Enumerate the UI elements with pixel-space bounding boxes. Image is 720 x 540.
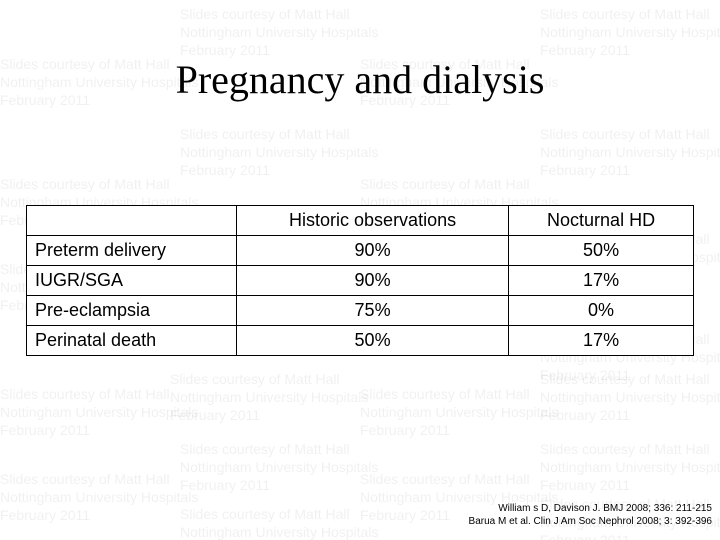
- table-row: Preterm delivery 90% 50%: [27, 236, 694, 266]
- table-row: IUGR/SGA 90% 17%: [27, 266, 694, 296]
- col-header-historic: Historic observations: [237, 206, 509, 236]
- watermark-text: Slides courtesy of Matt Hall Nottingham …: [540, 5, 720, 60]
- cell-value: 17%: [509, 266, 694, 296]
- page-title: Pregnancy and dialysis: [0, 56, 720, 103]
- citation-line-1: William s D, Davison J. BMJ 2008; 336: 2…: [469, 502, 712, 515]
- watermark-text: Slides courtesy of Matt Hall Nottingham …: [180, 505, 378, 540]
- watermark-text: Slides courtesy of Matt Hall Nottingham …: [180, 5, 378, 60]
- watermark-text: Slides courtesy of Matt Hall Nottingham …: [540, 440, 720, 495]
- table-row: Pre-eclampsia 75% 0%: [27, 296, 694, 326]
- table-header-row: Historic observations Nocturnal HD: [27, 206, 694, 236]
- cell-value: 0%: [509, 296, 694, 326]
- col-header-empty: [27, 206, 237, 236]
- watermark-text: Slides courtesy of Matt Hall Nottingham …: [180, 125, 378, 180]
- citation-line-2: Barua M et al. Clin J Am Soc Nephrol 200…: [469, 515, 712, 528]
- watermark-text: Slides courtesy of Matt Hall Nottingham …: [180, 440, 378, 495]
- cell-value: 17%: [509, 326, 694, 356]
- cell-value: 50%: [509, 236, 694, 266]
- watermark-text: Slides courtesy of Matt Hall Nottingham …: [360, 385, 558, 440]
- watermark-text: Slides courtesy of Matt Hall Nottingham …: [540, 370, 720, 425]
- row-label: Pre-eclampsia: [27, 296, 237, 326]
- watermark-text: Slides courtesy of Matt Hall Nottingham …: [170, 370, 368, 425]
- col-header-nocturnal: Nocturnal HD: [509, 206, 694, 236]
- citation-block: William s D, Davison J. BMJ 2008; 336: 2…: [469, 502, 712, 528]
- cell-value: 75%: [237, 296, 509, 326]
- outcomes-table: Historic observations Nocturnal HD Prete…: [26, 205, 694, 356]
- watermark-text: Slides courtesy of Matt Hall Nottingham …: [0, 470, 198, 525]
- watermark-text: Slides courtesy of Matt Hall Nottingham …: [540, 125, 720, 180]
- row-label: Preterm delivery: [27, 236, 237, 266]
- watermark-text: Slides courtesy of Matt Hall Nottingham …: [0, 385, 198, 440]
- cell-value: 90%: [237, 266, 509, 296]
- row-label: Perinatal death: [27, 326, 237, 356]
- cell-value: 90%: [237, 236, 509, 266]
- table-row: Perinatal death 50% 17%: [27, 326, 694, 356]
- cell-value: 50%: [237, 326, 509, 356]
- row-label: IUGR/SGA: [27, 266, 237, 296]
